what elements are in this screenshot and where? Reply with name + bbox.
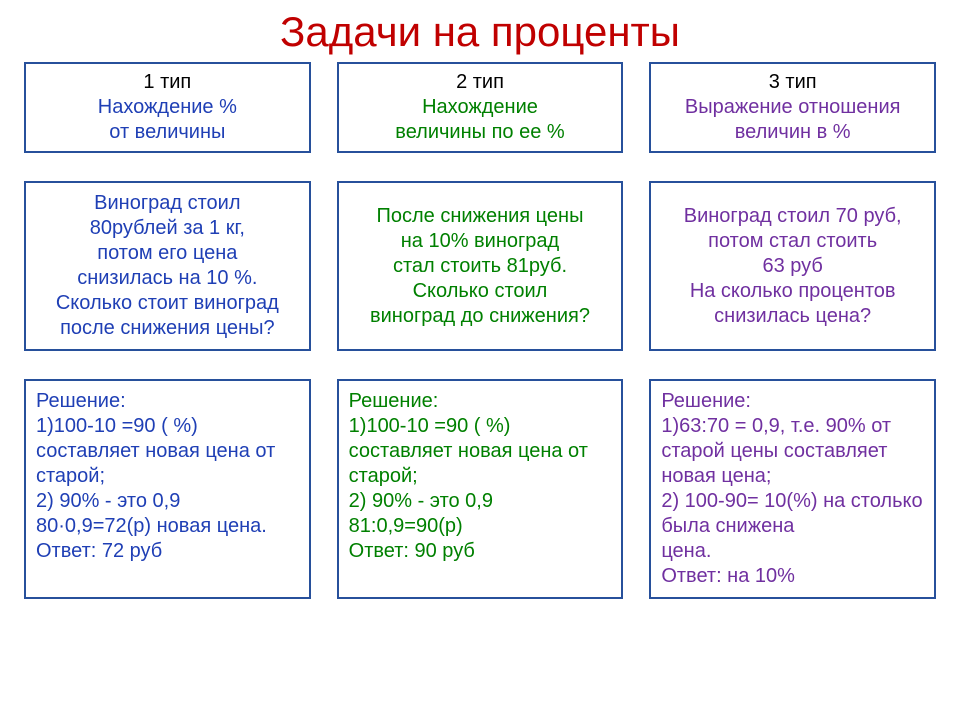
problem-text-3: Виноград стоил 70 руб,потом стал стоить6…: [659, 204, 926, 329]
type-desc-3: Выражение отношениявеличин в %: [659, 95, 926, 145]
type-label-2: 2 тип: [347, 70, 614, 95]
problem-text-2: После снижения ценына 10% виноградстал с…: [347, 204, 614, 329]
type-cell-2: 2 тип Нахождениевеличины по ее %: [337, 62, 624, 153]
page-title: Задачи на проценты: [0, 0, 960, 62]
solution-text-2: Решение: 1)100-10 =90 ( %)составляет нов…: [349, 389, 612, 564]
solution-cell-3: Решение:1)63:70 = 0,9, т.е. 90% от старо…: [649, 379, 936, 599]
solution-text-3: Решение:1)63:70 = 0,9, т.е. 90% от старо…: [661, 389, 924, 589]
type-desc-2: Нахождениевеличины по ее %: [347, 95, 614, 145]
type-label-3: 3 тип: [659, 70, 926, 95]
type-desc-1: Нахождение %от величины: [34, 95, 301, 145]
type-label-1: 1 тип: [34, 70, 301, 95]
solution-text-1: Решение:1)100-10 =90 ( %)составляет нова…: [36, 389, 299, 564]
solution-cell-2: Решение: 1)100-10 =90 ( %)составляет нов…: [337, 379, 624, 599]
solution-cell-1: Решение:1)100-10 =90 ( %)составляет нова…: [24, 379, 311, 599]
type-cell-1: 1 тип Нахождение %от величины: [24, 62, 311, 153]
problem-text-1: Виноград стоил80рублей за 1 кг,потом его…: [34, 191, 301, 341]
problem-cell-2: После снижения ценына 10% виноградстал с…: [337, 181, 624, 351]
type-cell-3: 3 тип Выражение отношениявеличин в %: [649, 62, 936, 153]
problem-cell-3: Виноград стоил 70 руб,потом стал стоить6…: [649, 181, 936, 351]
problems-grid: 1 тип Нахождение %от величины 2 тип Нахо…: [0, 62, 960, 599]
problem-cell-1: Виноград стоил80рублей за 1 кг,потом его…: [24, 181, 311, 351]
